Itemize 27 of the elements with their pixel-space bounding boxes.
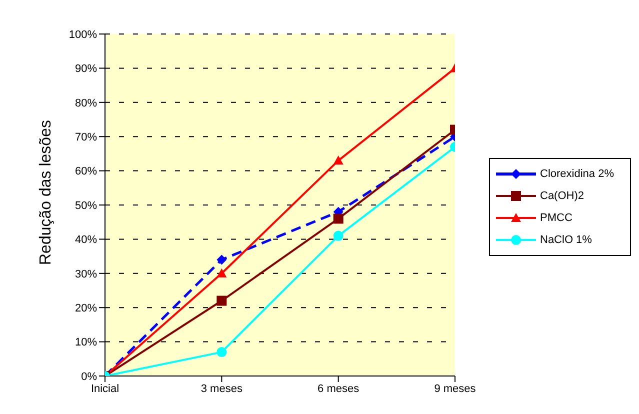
point [216,347,227,358]
y-tick-label: 50% [74,200,98,212]
point [333,156,344,165]
y-axis-title: Redução das lesões [38,120,55,265]
legend-label: Ca(OH)2 [540,190,584,202]
y-tick-label: 40% [74,234,98,246]
legend-label: Clorexidina 2% [540,168,614,180]
y-tick-label: 20% [74,302,98,315]
legend-label: NaClO 1% [540,234,592,246]
point [216,268,227,278]
y-tick-label: 30% [74,268,98,280]
y-tick-label: 80% [74,97,98,110]
y-tick-label: 60% [74,166,98,178]
point [333,214,344,224]
x-tick-label: Inicial [90,382,120,395]
y-tick-label: 90% [74,63,98,76]
y-tick-label: 100% [68,28,98,41]
point [333,230,344,241]
y-tick-label: 10% [74,336,98,349]
x-tick-label: 3 meses [200,382,243,395]
legend-label: PMCC [540,212,572,224]
point [216,254,227,265]
x-tick-label: 9 meses [434,382,476,395]
x-tick-label: 6 meses [318,382,360,395]
point [216,296,227,306]
y-tick-label: 0% [81,370,98,383]
y-tick-label: 70% [74,132,98,144]
